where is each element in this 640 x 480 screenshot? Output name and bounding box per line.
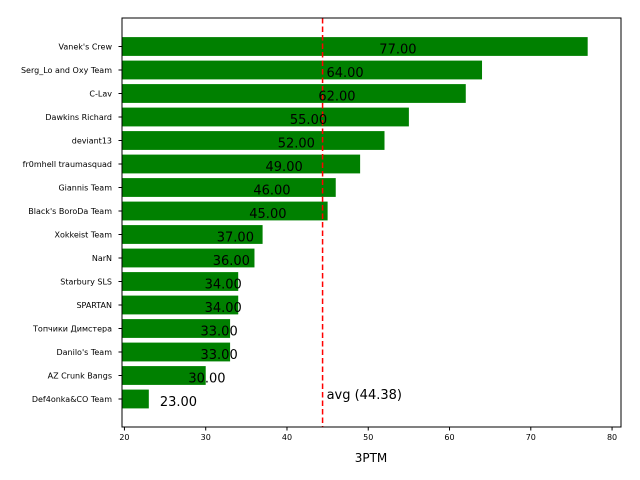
data-label: 33.00 bbox=[201, 325, 238, 340]
data-label: 34.00 bbox=[205, 278, 242, 293]
category-label: AZ Crunk Bangs bbox=[48, 372, 112, 381]
data-label: 45.00 bbox=[249, 207, 286, 222]
bar bbox=[122, 178, 336, 197]
category-label: C-Lav bbox=[89, 90, 112, 99]
bar bbox=[122, 389, 149, 409]
category-label: Danilo's Team bbox=[56, 348, 112, 357]
bar bbox=[122, 295, 239, 315]
data-label: 62.00 bbox=[318, 90, 355, 105]
bars-group bbox=[122, 37, 588, 409]
category-label: Xokkeist Team bbox=[55, 231, 113, 240]
data-label: 49.00 bbox=[266, 160, 303, 175]
bar bbox=[122, 201, 328, 221]
x-tick-label: 40 bbox=[282, 433, 292, 442]
bar bbox=[122, 366, 206, 385]
x-ticks-group: 20 30 40 50 60 70 80 bbox=[119, 427, 617, 442]
data-label: 52.00 bbox=[278, 137, 315, 152]
category-label: Black's BoroDa Team bbox=[28, 207, 112, 216]
category-label: Serg_Lo and Oxy Team bbox=[21, 66, 112, 75]
data-label: 30.00 bbox=[188, 372, 225, 387]
x-tick-label: 50 bbox=[363, 433, 373, 442]
average-group: avg (44.38) bbox=[321, 18, 402, 427]
bar bbox=[122, 342, 231, 362]
average-label: avg (44.38) bbox=[327, 388, 402, 403]
category-label: Starbury SLS bbox=[60, 278, 112, 287]
bar bbox=[122, 319, 231, 338]
data-label: 23.00 bbox=[160, 395, 197, 410]
bar bbox=[122, 131, 385, 150]
x-tick-label: 60 bbox=[444, 433, 454, 442]
data-label: 64.00 bbox=[326, 66, 363, 81]
data-label: 55.00 bbox=[290, 113, 327, 128]
data-label: 34.00 bbox=[205, 301, 242, 316]
category-label: NarN bbox=[92, 254, 112, 263]
bar bbox=[122, 37, 588, 56]
category-label: SPARTAN bbox=[76, 301, 112, 310]
bar bbox=[122, 84, 466, 103]
category-label: Def4onka&CO Team bbox=[32, 395, 112, 404]
data-label: 77.00 bbox=[379, 43, 416, 58]
x-tick-label: 20 bbox=[119, 433, 129, 442]
bar bbox=[122, 60, 483, 80]
x-tick-label: 70 bbox=[526, 433, 536, 442]
x-tick-label: 30 bbox=[201, 433, 211, 442]
category-label: Dawkins Richard bbox=[45, 113, 112, 122]
data-label: 36.00 bbox=[213, 254, 250, 269]
data-label: 33.00 bbox=[201, 348, 238, 363]
bar bbox=[122, 154, 361, 174]
bar bbox=[122, 272, 239, 291]
value-labels-group: 77.00 64.00 62.00 55.00 52.00 49.00 46.00 45.00… bbox=[160, 43, 417, 411]
category-label: fr0mhell traumasquad bbox=[23, 160, 112, 169]
category-labels-group: Vanek's Crew Serg_Lo and Oxy Team C-Lav Daw… bbox=[21, 43, 122, 404]
data-label: 46.00 bbox=[253, 184, 290, 199]
category-label: Vanek's Crew bbox=[59, 43, 113, 52]
bar bbox=[122, 107, 409, 127]
data-label: 37.00 bbox=[217, 231, 254, 246]
x-axis-title: 3PTM bbox=[355, 451, 388, 465]
bar bbox=[122, 225, 263, 244]
category-label: Топчики Димстера bbox=[32, 325, 112, 334]
plot-frame bbox=[121, 17, 622, 428]
bar bbox=[122, 248, 255, 268]
x-tick-label: 80 bbox=[607, 433, 617, 442]
category-label: deviant13 bbox=[72, 137, 112, 146]
category-label: Giannis Team bbox=[58, 184, 112, 193]
